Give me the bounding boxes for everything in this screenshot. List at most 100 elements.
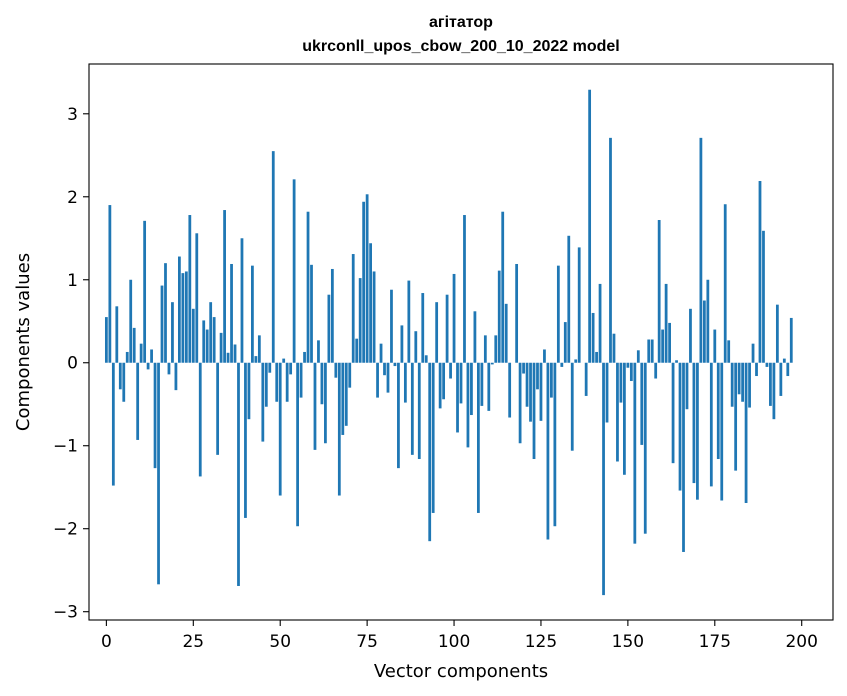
bar-3 xyxy=(115,306,119,363)
bar-183 xyxy=(741,362,744,402)
bar-175 xyxy=(713,329,717,363)
bar-28 xyxy=(202,320,206,363)
x-tick-label: 125 xyxy=(525,632,557,652)
bar-102 xyxy=(459,362,463,404)
bar-38 xyxy=(237,362,240,586)
bar-124 xyxy=(536,362,539,390)
bar-48 xyxy=(271,151,275,363)
bar-195 xyxy=(782,358,786,363)
bar-66 xyxy=(334,362,338,378)
bar-131 xyxy=(560,362,564,367)
bar-92 xyxy=(424,355,428,363)
y-tick-label: 2 xyxy=(67,188,78,208)
bar-59 xyxy=(310,264,313,363)
bar-39 xyxy=(240,238,244,363)
bar-65 xyxy=(330,268,334,363)
y-tick-label: −3 xyxy=(53,603,78,623)
bar-19 xyxy=(171,302,174,363)
bar-12 xyxy=(146,362,150,370)
bar-115 xyxy=(504,303,508,363)
bar-160 xyxy=(661,329,665,363)
bar-114 xyxy=(501,211,505,363)
bar-101 xyxy=(456,362,459,433)
bar-25 xyxy=(191,308,195,363)
bar-62 xyxy=(320,362,324,405)
bar-110 xyxy=(487,362,491,411)
bar-93 xyxy=(428,362,432,542)
bar-173 xyxy=(706,279,710,363)
bar-148 xyxy=(619,362,623,403)
bar-187 xyxy=(755,362,758,377)
bar-29 xyxy=(205,329,209,363)
x-tick-label: 75 xyxy=(356,632,378,652)
bar-107 xyxy=(476,362,480,513)
bar-171 xyxy=(699,137,703,363)
bar-23 xyxy=(184,271,188,363)
bar-57 xyxy=(303,351,306,363)
x-tick-label: 200 xyxy=(785,632,817,652)
bar-144 xyxy=(605,362,609,423)
bar-5 xyxy=(122,362,126,402)
bar-121 xyxy=(525,362,529,407)
bar-32 xyxy=(216,362,220,455)
bar-70 xyxy=(348,362,352,388)
bar-89 xyxy=(414,331,418,363)
bar-77 xyxy=(372,271,376,363)
bar-170 xyxy=(696,362,699,500)
bar-21 xyxy=(178,256,181,363)
bar-141 xyxy=(595,351,598,363)
x-tick-label: 0 xyxy=(101,632,112,652)
bar-109 xyxy=(483,335,487,363)
bar-139 xyxy=(588,89,592,363)
bar-172 xyxy=(702,300,706,363)
bar-120 xyxy=(522,362,525,374)
bar-154 xyxy=(640,362,644,445)
bar-52 xyxy=(285,362,289,402)
x-axis-ticks: 0 25 50 75 100 125 150 175 200 xyxy=(101,620,818,652)
y-axis-ticks: −3 −2 −1 0 1 2 3 xyxy=(53,105,89,623)
bar-189 xyxy=(762,230,765,363)
bar-147 xyxy=(616,362,619,462)
bar-135 xyxy=(574,359,578,363)
bar-1 xyxy=(108,205,112,363)
bar-103 xyxy=(463,215,466,363)
bar-78 xyxy=(376,362,379,398)
bar-46 xyxy=(264,362,268,407)
bar-132 xyxy=(563,322,567,363)
bar-145 xyxy=(609,137,612,363)
x-tick-label: 150 xyxy=(612,632,644,652)
bar-56 xyxy=(299,362,303,398)
bar-15 xyxy=(157,362,160,585)
bar-81 xyxy=(386,362,390,393)
bar-8 xyxy=(132,327,136,363)
bar-157 xyxy=(650,339,654,363)
bar-17 xyxy=(164,263,167,363)
bar-143 xyxy=(602,362,605,596)
bar-74 xyxy=(362,201,366,363)
bar-152 xyxy=(633,362,637,544)
x-axis-label: Vector components xyxy=(374,661,548,682)
x-tick-label: 50 xyxy=(269,632,291,652)
bar-188 xyxy=(758,181,762,363)
bar-31 xyxy=(212,317,216,363)
bar-94 xyxy=(431,362,435,513)
bar-53 xyxy=(289,362,293,375)
bar-174 xyxy=(709,362,713,487)
bar-162 xyxy=(668,322,671,363)
bar-133 xyxy=(567,235,571,363)
x-tick-label: 25 xyxy=(182,632,204,652)
bar-166 xyxy=(682,362,685,552)
bar-150 xyxy=(626,362,630,368)
x-tick-label: 100 xyxy=(438,632,470,652)
bar-156 xyxy=(647,339,651,363)
bar-140 xyxy=(591,312,595,363)
bar-128 xyxy=(550,362,553,398)
bar-164 xyxy=(675,360,678,363)
bar-71 xyxy=(351,254,355,363)
bar-100 xyxy=(452,273,456,363)
bar-167 xyxy=(685,362,689,410)
x-tick-label: 175 xyxy=(699,632,731,652)
bar-69 xyxy=(344,362,348,426)
bar-10 xyxy=(139,343,143,363)
chart-subtitle: ukrconll_upos_cbow_200_10_2022 model xyxy=(302,38,619,55)
